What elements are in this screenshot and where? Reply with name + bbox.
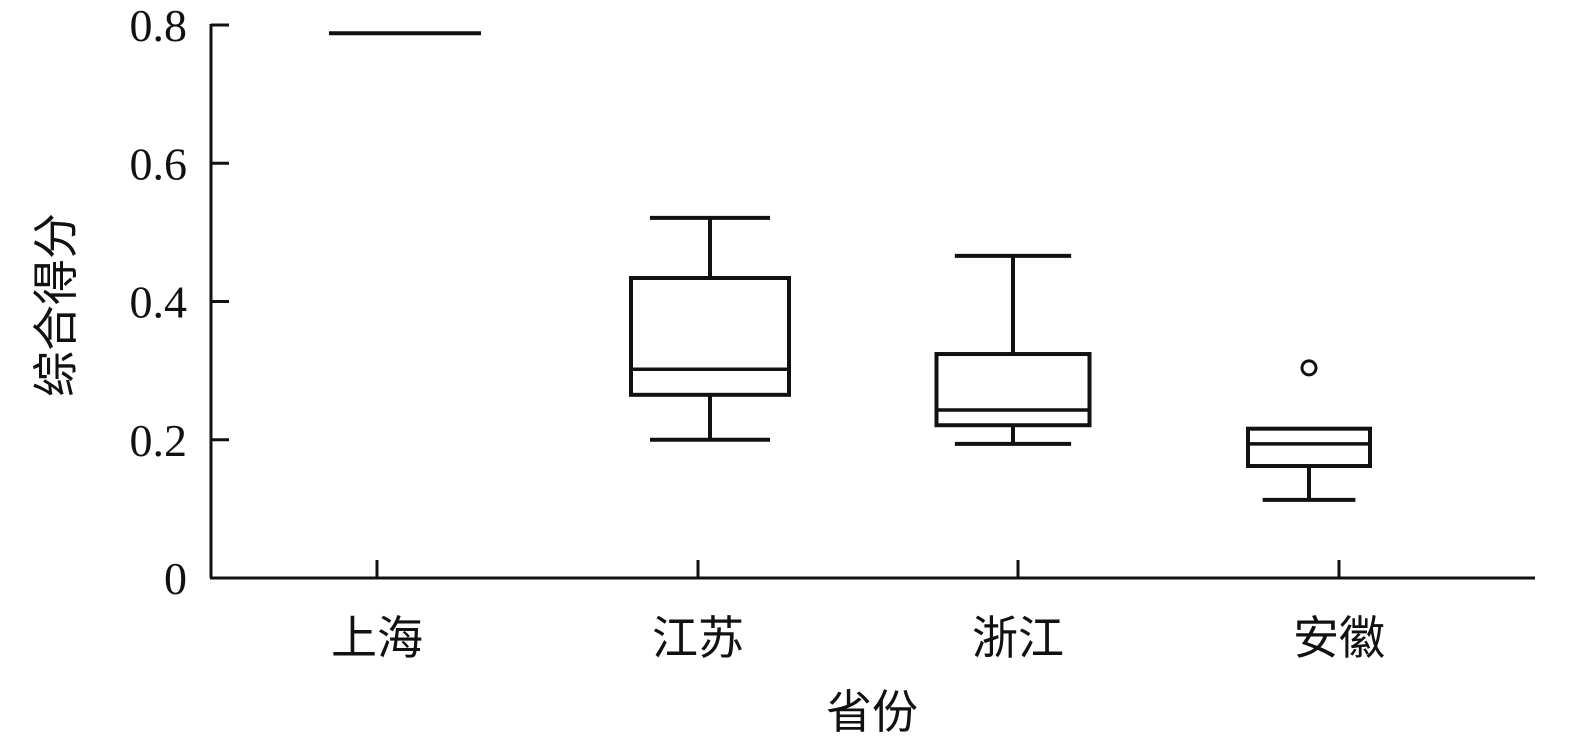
box-3 (934, 253, 1092, 446)
box-4 (1246, 359, 1372, 502)
iqr-box (629, 275, 791, 397)
y-tick-label: 0 (164, 553, 187, 604)
axes: 0 0.2 0.4 0.6 0.8 上海 江苏 浙江 安徽 (130, 0, 1535, 664)
iqr-box (934, 352, 1092, 428)
box-2 (629, 215, 791, 442)
y-tick-label: 0.6 (130, 138, 188, 189)
y-axis-title: 综合得分 (31, 213, 82, 397)
box-marks (329, 31, 1372, 502)
iqr-box (1246, 426, 1372, 469)
x-tick-label: 江苏 (652, 613, 744, 664)
outlier-point (1300, 359, 1318, 377)
y-tick-label: 0.2 (130, 415, 188, 466)
x-axis-title: 省份 (826, 687, 918, 738)
y-tick-label: 0.4 (130, 277, 188, 328)
x-tick-label: 安徽 (1293, 613, 1385, 664)
x-tick-label: 浙江 (972, 613, 1064, 664)
x-tick-label: 上海 (331, 613, 423, 664)
y-tick-label: 0.8 (130, 0, 188, 51)
